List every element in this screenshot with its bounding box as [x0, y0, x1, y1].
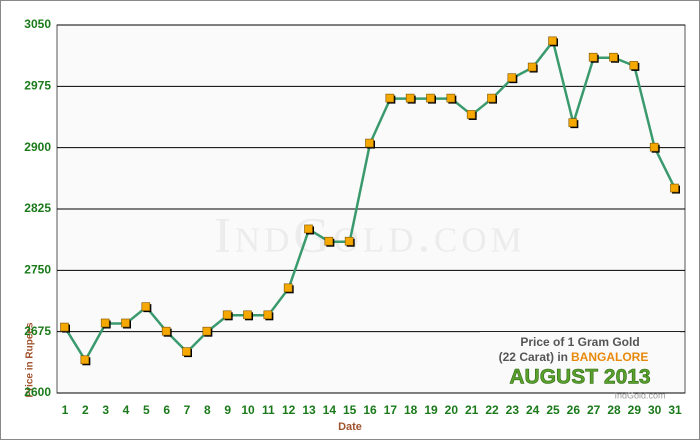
watermark: IndGold.com	[214, 206, 525, 262]
x-tick-label: 6	[163, 403, 170, 417]
x-tick-label: 8	[204, 403, 211, 417]
marker	[446, 93, 456, 103]
x-tick-label: 3	[102, 403, 109, 417]
marker	[283, 283, 293, 293]
x-tick-label: 28	[607, 403, 621, 417]
marker	[365, 138, 374, 148]
x-tick-label: 22	[485, 403, 499, 417]
x-tick-label: 1	[62, 403, 69, 417]
x-tick-label: 18	[404, 403, 418, 417]
x-tick-label: 12	[282, 403, 296, 417]
marker	[649, 142, 659, 152]
marker	[324, 236, 334, 246]
marker	[568, 118, 578, 127]
x-tick-label: 13	[302, 403, 316, 417]
y-axis-label: Price in Rupees	[25, 322, 36, 397]
marker	[466, 110, 476, 119]
x-tick-label: 30	[648, 403, 662, 417]
annotation-box	[480, 332, 680, 392]
x-tick-label: 31	[668, 403, 682, 417]
annotation-line: Price of 1 Gram Gold	[520, 335, 639, 349]
x-tick-label: 16	[363, 403, 377, 417]
marker	[243, 310, 252, 320]
y-tick-label: 2750	[24, 263, 51, 277]
marker	[487, 93, 496, 103]
x-tick-label: 20	[445, 403, 459, 417]
marker	[405, 93, 415, 103]
x-tick-label: 14	[323, 403, 337, 417]
annotation-site: IndGold.com	[614, 390, 665, 400]
marker	[670, 183, 679, 193]
marker	[588, 52, 598, 62]
x-tick-label: 5	[143, 403, 150, 417]
marker	[60, 322, 69, 332]
x-tick-label: 7	[184, 403, 191, 417]
marker	[202, 326, 212, 336]
x-tick-label: 17	[384, 403, 398, 417]
x-axis-label: Date	[338, 421, 362, 433]
marker	[426, 93, 435, 103]
y-tick-label: 2825	[24, 201, 51, 215]
x-tick-label: 9	[224, 403, 231, 417]
x-tick-label: 10	[241, 403, 255, 417]
x-tick-label: 26	[567, 403, 581, 417]
annotation-city: BANGALORE	[571, 350, 648, 364]
x-tick-label: 23	[506, 403, 520, 417]
x-tick-label: 21	[465, 403, 479, 417]
x-tick-label: 29	[628, 403, 642, 417]
marker	[385, 93, 395, 103]
marker	[548, 36, 557, 46]
x-tick-label: 27	[587, 403, 601, 417]
y-tick-label: 2975	[24, 79, 51, 93]
marker	[527, 62, 537, 72]
marker	[629, 61, 639, 70]
y-tick-label: 2600	[24, 385, 51, 399]
y-tick-label: 3050	[24, 17, 51, 31]
marker	[80, 355, 90, 365]
marker	[263, 310, 273, 320]
marker	[100, 318, 110, 328]
annotation: Price of 1 Gram Gold (22 Carat) in BANGA…	[480, 332, 680, 400]
y-tick-label: 2900	[24, 140, 51, 154]
marker	[304, 224, 313, 234]
y-tick-label: 2675	[24, 324, 51, 338]
x-tick-label: 24	[526, 403, 540, 417]
x-tick-label: 25	[546, 403, 560, 417]
x-tick-label: 4	[123, 403, 130, 417]
marker	[141, 302, 151, 311]
marker	[161, 326, 171, 336]
marker	[222, 310, 232, 320]
marker	[121, 318, 130, 328]
x-tick-label: 11	[262, 403, 275, 417]
annotation-month: AUGUST 2013	[509, 366, 650, 389]
x-tick-label: 19	[424, 403, 438, 417]
x-tick-label: 15	[343, 403, 357, 417]
marker	[182, 347, 191, 356]
annotation-line: (22 Carat) in	[499, 350, 568, 364]
marker	[344, 236, 354, 246]
marker	[507, 73, 517, 82]
marker	[609, 52, 618, 62]
x-tick-label: 2	[82, 403, 89, 417]
